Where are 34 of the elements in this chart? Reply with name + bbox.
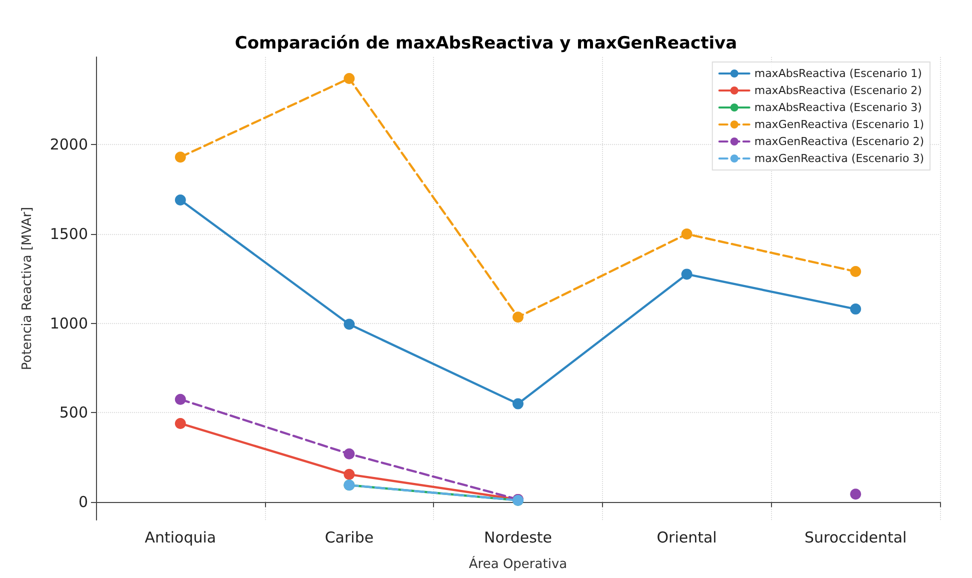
point xyxy=(850,304,862,315)
legend-label: maxGenReactiva (Escenario 3) xyxy=(754,152,924,165)
point xyxy=(512,312,524,323)
point xyxy=(344,72,355,84)
chart-title: Comparación de maxAbsReactiva y maxGenReactiva xyxy=(234,34,738,54)
y-axis-title: Potencia Reactiva [MVAr] xyxy=(20,206,35,370)
point xyxy=(174,194,186,206)
point xyxy=(344,448,355,460)
point xyxy=(512,398,524,410)
point xyxy=(681,268,692,280)
point xyxy=(344,318,355,330)
point xyxy=(681,228,692,240)
x-axis-title: Área Operativa xyxy=(468,555,568,572)
x-tick-label: Caribe xyxy=(324,528,374,546)
y-tick-label: 1000 xyxy=(50,314,88,332)
legend-label: maxAbsReactiva (Escenario 3) xyxy=(754,101,922,114)
legend-label: maxAbsReactiva (Escenario 2) xyxy=(754,84,922,97)
y-tick-label: 1500 xyxy=(50,224,88,243)
y-tick-label: 500 xyxy=(59,404,88,422)
point xyxy=(174,394,186,405)
x-tick-label: Oriental xyxy=(656,528,717,546)
point xyxy=(174,418,186,429)
y-tick-label: 0 xyxy=(78,493,88,512)
point xyxy=(850,266,862,278)
legend-label: maxGenReactiva (Escenario 1) xyxy=(754,118,924,131)
point xyxy=(174,152,186,163)
x-tick-label: Nordeste xyxy=(484,528,552,546)
x-tick-label: Suroccidental xyxy=(804,528,907,546)
x-tick-label: Antioquia xyxy=(144,528,216,546)
legend-label: maxAbsReactiva (Escenario 1) xyxy=(754,67,922,80)
legend-label: maxGenReactiva (Escenario 2) xyxy=(754,135,924,148)
point xyxy=(850,488,862,500)
point xyxy=(344,468,355,480)
y-tick-label: 2000 xyxy=(50,136,88,154)
